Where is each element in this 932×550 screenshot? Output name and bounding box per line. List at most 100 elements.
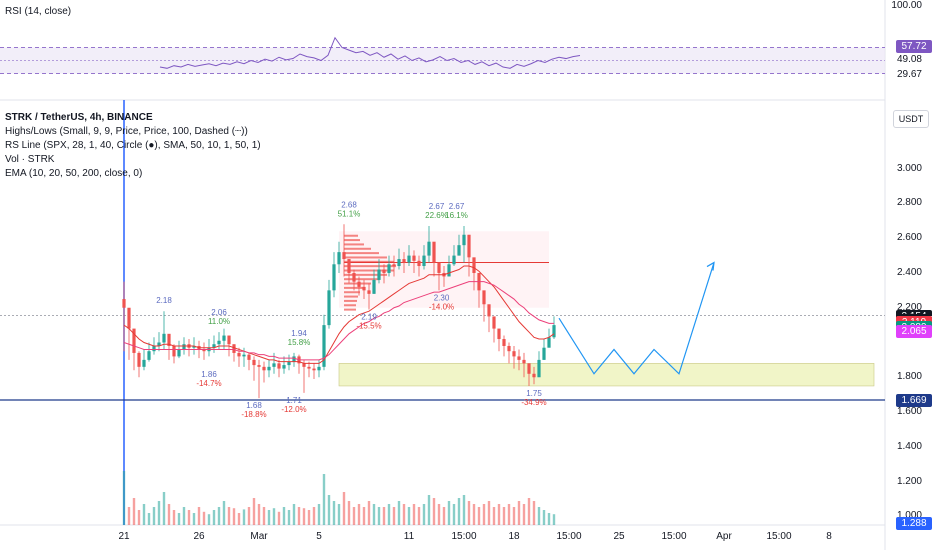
candle-body [402, 259, 406, 263]
volume-profile-bar [344, 247, 371, 250]
volume-bar [157, 501, 161, 525]
price-axis-label: 1.200 [896, 475, 922, 487]
indicator-highs-lows[interactable]: Highs/Lows (Small, 9, 9, Price, Price, 1… [5, 126, 248, 137]
high-price-label: 2.67 [429, 202, 445, 211]
rsi-scale-mid: 49.08 [896, 54, 922, 65]
indicator-rs-line[interactable]: RS Line (SPX, 28, 1, 40, Circle (●), SMA… [5, 140, 261, 151]
volume-bar [432, 498, 436, 525]
candle-body [487, 304, 491, 317]
volume-profile-bar [344, 291, 360, 294]
volume-profile-bar [344, 295, 358, 298]
candle-body [457, 245, 461, 256]
volume-profile-bar [344, 234, 358, 237]
projection-path [558, 261, 715, 375]
candle-body [412, 255, 416, 261]
volume-bar [287, 510, 291, 525]
time-axis-label: 15:00 [766, 531, 792, 542]
candle-body [177, 349, 181, 357]
volume-bar [302, 508, 306, 525]
volume-bar [487, 501, 491, 525]
candle-body [212, 344, 216, 348]
time-axis-label: Mar [250, 531, 268, 542]
candle-body [382, 269, 386, 273]
currency-selector[interactable]: USDT [893, 110, 929, 128]
volume-profile-bar [344, 304, 356, 307]
volume-bar [517, 501, 521, 525]
volume-bar [262, 507, 266, 525]
volume-bar [387, 504, 391, 525]
high-percent-label: 51.1% [338, 209, 361, 218]
candle-body [327, 290, 331, 326]
ema-line-red [123, 265, 555, 364]
volume-bar [377, 507, 381, 525]
volume-bar [307, 510, 311, 525]
volume-bar [332, 501, 336, 525]
low-price-label: 1.86 [201, 370, 217, 379]
candle-body [222, 335, 226, 341]
volume-bar [217, 507, 221, 525]
rsi-current-tag: 57.72 [896, 40, 932, 53]
high-price-label: 2.06 [211, 308, 227, 317]
candle-body [322, 325, 326, 367]
ema-line-pink [123, 281, 554, 361]
volume-bar [312, 507, 316, 525]
candle-body [427, 241, 431, 256]
volume-bar [147, 513, 151, 525]
candle-body [362, 286, 366, 291]
volume-bar [247, 507, 251, 525]
candle-body [232, 344, 236, 353]
volume-bar [462, 495, 466, 525]
volume-bar [227, 507, 231, 525]
volume-bar [187, 510, 191, 525]
candle-body [532, 373, 536, 378]
candle-body [162, 333, 166, 343]
volume-profile-bar [344, 265, 396, 268]
volume-profile-bar [344, 308, 356, 311]
low-price-label: 1.71 [286, 396, 302, 405]
volume-bar [527, 498, 531, 525]
candle-body [357, 281, 361, 287]
volume-bar [132, 498, 136, 525]
candle-body [422, 255, 426, 267]
price-axis-label: 3.000 [896, 162, 922, 174]
high-price-label: 1.94 [291, 329, 307, 338]
high-price-label: 2.68 [341, 200, 357, 209]
time-axis-label: 26 [193, 531, 205, 542]
volume-bar [347, 501, 351, 525]
volume-bar [532, 501, 536, 525]
volume-bar [367, 501, 371, 525]
volume-bar [122, 471, 126, 525]
volume-bar [172, 510, 176, 525]
volume-profile-bar [344, 239, 360, 242]
candle-body [262, 366, 266, 371]
candle-body [302, 363, 306, 367]
price-axis-label: 1.800 [896, 371, 922, 383]
volume-bar [327, 495, 331, 525]
candle-body [397, 259, 401, 267]
time-axis-label: 15:00 [556, 531, 582, 542]
candle-body [462, 234, 466, 246]
volume-bar [477, 507, 481, 525]
low-percent-label: -34.9% [521, 398, 546, 407]
volume-bar [512, 507, 516, 525]
volume-bar [457, 498, 461, 525]
volume-bar [267, 510, 271, 525]
volume-bar [357, 504, 361, 525]
candle-body [257, 365, 261, 367]
candle-body [407, 255, 411, 263]
volume-bar [292, 504, 296, 525]
candle-body [182, 344, 186, 350]
volume-bars [122, 471, 556, 525]
volume-bar [417, 507, 421, 525]
candle-body [157, 342, 161, 346]
indicator-ema[interactable]: EMA (10, 20, 50, 200, close, 0) [5, 168, 143, 179]
candle-body [482, 290, 486, 305]
candle-body [137, 352, 141, 367]
volume-profile-bar [344, 273, 387, 276]
indicator-volume[interactable]: Vol · STRK [5, 154, 55, 165]
volume-bar [392, 507, 396, 525]
candle-body [447, 264, 451, 277]
candle-body [307, 366, 311, 369]
symbol-title[interactable]: STRK / TetherUS, 4h, BINANCE [5, 112, 153, 123]
